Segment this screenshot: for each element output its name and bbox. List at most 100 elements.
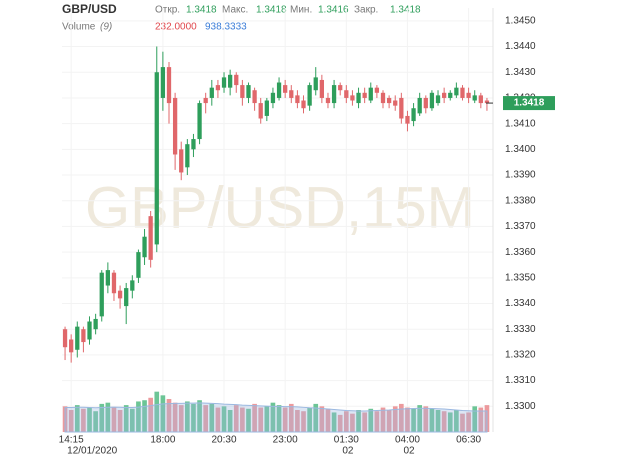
candle-body [142,236,147,258]
x-tick-label: 01:30 [334,435,359,446]
candle-body [380,92,386,104]
volume-bar [129,408,135,432]
y-tick-label: 1.3380 [505,195,536,206]
candle-body [301,100,306,109]
volume-bar [166,399,172,432]
candle-body [179,149,184,173]
candle-body [93,318,98,330]
volume-bar [386,410,392,432]
candle-body [466,92,471,98]
volume-bar [447,412,453,432]
candle-body [448,92,453,98]
candle-body [331,85,337,104]
volume-bar [203,405,209,432]
volume-label: Volume [62,22,96,33]
candle-body [368,87,373,101]
volume-bar [93,411,98,432]
volume-bar [325,408,331,432]
volume-bar [411,408,416,432]
y-tick-label: 1.3370 [505,221,536,232]
ohlc-label: Откр. [155,5,180,16]
volume-bar [337,414,343,432]
volume-bar [258,407,264,432]
candle-body [117,290,123,299]
candle-body [405,115,410,124]
y-tick-label: 1.3410 [505,118,536,129]
candle-body [258,103,263,119]
volume-bar [123,405,129,432]
candle-body [246,85,251,98]
volume-bar [185,401,190,432]
volume-period: (9) [100,22,112,33]
volume-bar [68,410,74,432]
candle-body [185,144,190,168]
y-tick-label: 1.3320 [505,350,536,361]
candle-body [81,329,86,343]
candle-body [130,280,135,291]
volume-bar [362,412,367,432]
ohlc-value: 1.3416 [318,5,349,16]
last-price-tag [503,96,555,111]
candle-body [228,74,233,88]
candle-body [307,85,312,106]
volume-bar [368,408,374,432]
candle-body [442,92,447,98]
y-tick-label: 1.3350 [505,272,536,283]
candle-body [435,95,441,104]
candle-body [99,272,104,317]
x-tick-label: 20:30 [212,435,237,446]
candle-body [172,97,178,155]
ohlc-label: Макс. [222,5,248,16]
volume-bar [99,403,105,432]
volume-bar [148,397,153,432]
volume-bar [87,407,92,432]
last-price-label: 1.3418 [514,98,545,109]
candle-body [423,97,428,109]
x-date-label: 02 [342,446,354,456]
x-tick-label: 18:00 [150,435,175,446]
x-tick-label: 06:30 [456,435,481,446]
volume-bar [221,406,227,432]
y-tick-label: 1.3340 [505,298,536,309]
candle-body [460,87,465,98]
volume-bar [246,408,251,432]
candle-body [325,97,331,104]
volume-bar [429,408,435,432]
candle-body [75,326,80,350]
candle-body [295,95,300,104]
candle-body [270,92,276,104]
volume-bar [191,403,196,432]
volume-bar [215,407,221,432]
candle-body [417,97,422,114]
volume-bar [472,406,478,432]
candle-body [386,97,392,104]
volume-bar [380,407,386,432]
volume-bar [252,403,257,432]
volume-bar [227,410,233,432]
candle-body [429,92,435,109]
ohlc-label: Закр. [354,5,378,16]
candle-body [276,82,282,98]
volume-bar [331,412,337,432]
volume-bar [460,413,465,432]
volume-bar [154,391,160,432]
volume-bar [288,403,294,432]
candle-body [356,92,361,104]
volume-bar [111,407,117,432]
candle-body [472,95,477,101]
y-tick-label: 1.3440 [505,41,536,52]
volume-bar [276,405,282,432]
candle-body [203,97,208,104]
ohlc-value: 1.3418 [186,5,217,16]
y-tick-label: 1.3360 [505,247,536,258]
candle-body [69,339,74,353]
y-tick-label: 1.3430 [505,67,536,78]
ohlc-value: 1.3418 [256,5,287,16]
y-tick-label: 1.3310 [505,375,536,386]
watermark: GBP/USD,15M [85,175,475,240]
candle-body [338,85,343,91]
y-tick-label: 1.3400 [505,144,536,155]
candle-body [221,77,227,88]
volume-bar [74,405,80,432]
